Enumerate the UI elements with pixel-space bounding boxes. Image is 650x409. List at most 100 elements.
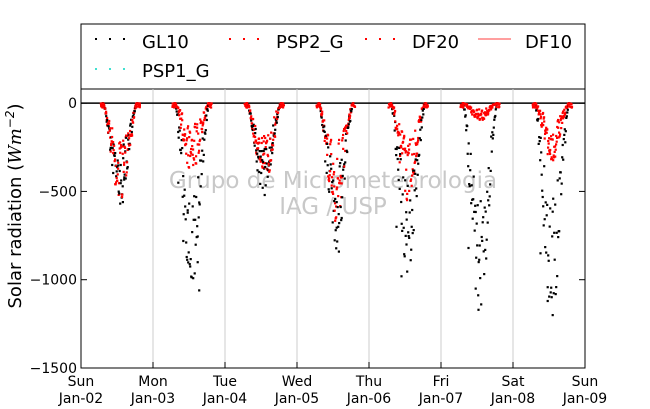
df20-point — [563, 114, 566, 118]
psp2-g-point — [321, 120, 324, 123]
gl10-point — [332, 179, 335, 182]
df20-point — [263, 135, 266, 138]
legend-item-df10: DF10 — [478, 32, 572, 53]
psp2-g-point — [333, 185, 336, 188]
gl10-point — [489, 183, 492, 186]
psp2-g-point — [253, 141, 256, 144]
psp2-g-point — [414, 142, 417, 145]
df20-point — [562, 110, 565, 113]
psp2-g-point — [407, 144, 410, 147]
df20-point — [466, 103, 469, 106]
df20-point — [414, 160, 417, 163]
gl10-point — [339, 205, 342, 209]
psp2-g-point — [552, 159, 555, 162]
gl10-point — [329, 163, 332, 166]
df20-point — [175, 103, 178, 106]
gl10-point — [326, 142, 329, 145]
gl10-point — [539, 159, 542, 162]
gl10-point — [185, 241, 188, 244]
psp2-g-point — [269, 137, 272, 140]
df20-point — [123, 163, 126, 166]
psp2-g-point — [471, 113, 474, 116]
gl10-point — [253, 144, 256, 147]
gl10-point — [276, 113, 279, 116]
psp2-g-point — [332, 173, 335, 176]
gl10-point — [323, 125, 326, 128]
df20-point — [333, 171, 336, 174]
psp2-g-point — [475, 113, 478, 116]
gl10-point — [181, 195, 184, 198]
gl10-point — [329, 155, 332, 158]
df20-point — [251, 122, 254, 125]
gl10-point — [124, 150, 127, 153]
psp2-g-point — [495, 103, 498, 106]
gl10-point — [547, 259, 550, 262]
psp2-g-point — [282, 104, 285, 107]
psp2-g-point — [552, 154, 555, 157]
df20-point — [539, 109, 542, 112]
gl10-point — [258, 150, 261, 153]
psp2-g-point — [337, 142, 340, 145]
gl10-point — [550, 296, 553, 299]
psp2-g-point — [131, 119, 134, 122]
df20-point — [419, 115, 422, 119]
gl10-point — [545, 251, 548, 254]
psp2-g-point — [411, 153, 414, 156]
df20-point — [193, 158, 196, 161]
psp2-g-point — [173, 106, 176, 109]
gl10-point — [464, 114, 467, 117]
gl10-point — [546, 286, 549, 289]
gl10-point — [406, 184, 409, 187]
gl10-point — [127, 138, 130, 141]
df20-point — [114, 158, 117, 161]
gl10-point — [550, 286, 553, 289]
gl10-point — [126, 166, 129, 169]
gl10-point — [189, 258, 192, 261]
psp2-g-point — [263, 152, 266, 155]
gl10-point — [474, 287, 477, 290]
x-gridlines — [152, 89, 514, 368]
legend-label-psp2-g: PSP2_G — [276, 32, 344, 53]
gl10-point — [490, 135, 493, 138]
gl10-point — [327, 146, 330, 149]
df20-point — [184, 133, 187, 136]
psp2-g-point — [180, 117, 183, 120]
gl10-point — [562, 158, 565, 161]
legend: GL10 PSP2_G DF20 DF10 — [80, 23, 586, 90]
psp2-g-point — [171, 105, 174, 108]
df20-point — [404, 147, 407, 150]
psp2-g-point — [402, 137, 405, 140]
psp2-g-point — [540, 125, 543, 128]
gl10-point — [398, 187, 401, 190]
gl10-point — [467, 246, 470, 250]
psp2-g-point — [129, 143, 132, 146]
gl10-point — [190, 276, 193, 279]
psp2-g-point — [209, 104, 212, 107]
gl10-point — [466, 125, 469, 128]
x-tick-label-date: Jan-06 — [346, 391, 392, 407]
psp2-g-point — [178, 114, 181, 117]
gl10-point — [344, 161, 347, 164]
psp2-g-point — [270, 131, 273, 134]
psp2-g-point — [183, 128, 186, 131]
gl10-point — [254, 127, 257, 131]
gl10-point — [206, 109, 209, 112]
psp2-g-point — [326, 153, 329, 156]
gl10-point — [473, 229, 476, 232]
gl10-point — [257, 155, 260, 158]
psp2-g-point — [119, 151, 122, 154]
gl10-point — [325, 134, 328, 137]
gl10-point — [482, 216, 485, 219]
psp2-g-point — [414, 129, 417, 132]
psp2-g-point — [425, 102, 428, 105]
psp2-g-point — [409, 179, 412, 182]
gl10-point — [328, 190, 331, 193]
gl10-point — [477, 294, 480, 297]
gl10-point — [398, 146, 401, 149]
gl10-point — [249, 112, 252, 115]
psp2-g-point — [402, 147, 405, 150]
df20-point — [413, 170, 416, 173]
gl10-point — [478, 258, 481, 261]
gl10-point — [252, 124, 255, 127]
